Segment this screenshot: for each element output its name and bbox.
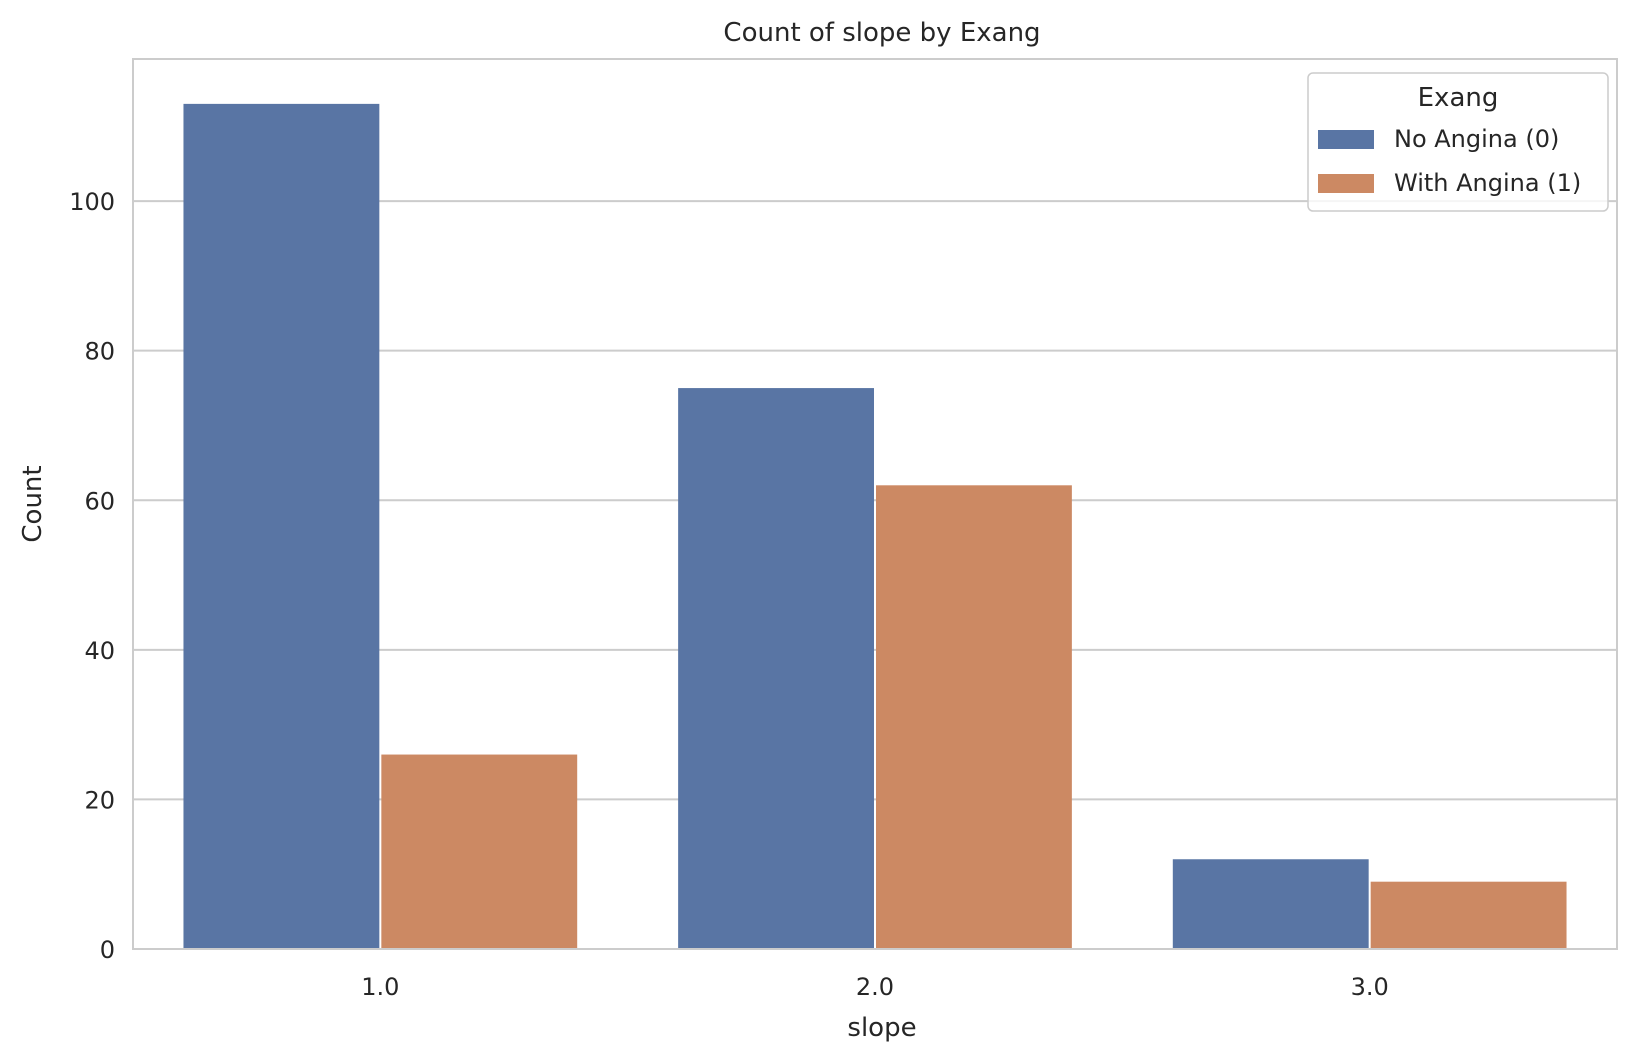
legend-label: With Angina (1) (1394, 169, 1581, 197)
y-tick-label: 100 (69, 188, 115, 216)
x-tick-label: 1.0 (361, 973, 399, 1001)
legend: Exang No Angina (0) With Angina (1) (1307, 72, 1609, 212)
bar (876, 485, 1072, 949)
legend-swatch (1318, 174, 1374, 193)
bar (678, 388, 874, 949)
y-tick-label: 60 (84, 487, 115, 515)
legend-label: No Angina (0) (1394, 125, 1559, 153)
legend-box (1307, 72, 1609, 212)
x-axis-label: slope (847, 1013, 916, 1043)
y-tick-label: 0 (100, 936, 115, 964)
x-tick-label: 3.0 (1351, 973, 1389, 1001)
bar (381, 754, 578, 949)
bar (1370, 881, 1567, 949)
y-tick-label: 80 (84, 338, 115, 366)
bars (183, 103, 1567, 949)
legend-title: Exang (1418, 83, 1499, 113)
y-axis-label: Count (18, 465, 48, 542)
y-tick-label: 40 (84, 637, 115, 665)
bar (1172, 859, 1369, 949)
y-tick-labels: 0 20 40 60 80 100 (69, 188, 115, 964)
y-tick-label: 20 (84, 786, 115, 814)
bar (183, 103, 380, 949)
x-tick-label: 2.0 (856, 973, 894, 1001)
legend-swatch (1318, 130, 1374, 149)
plot-frame (132, 58, 1618, 950)
chart-title: Count of slope by Exang (723, 18, 1040, 48)
x-tick-labels: 1.0 2.0 3.0 (361, 973, 1389, 1001)
legend-items: No Angina (0) With Angina (1) (1318, 125, 1581, 197)
